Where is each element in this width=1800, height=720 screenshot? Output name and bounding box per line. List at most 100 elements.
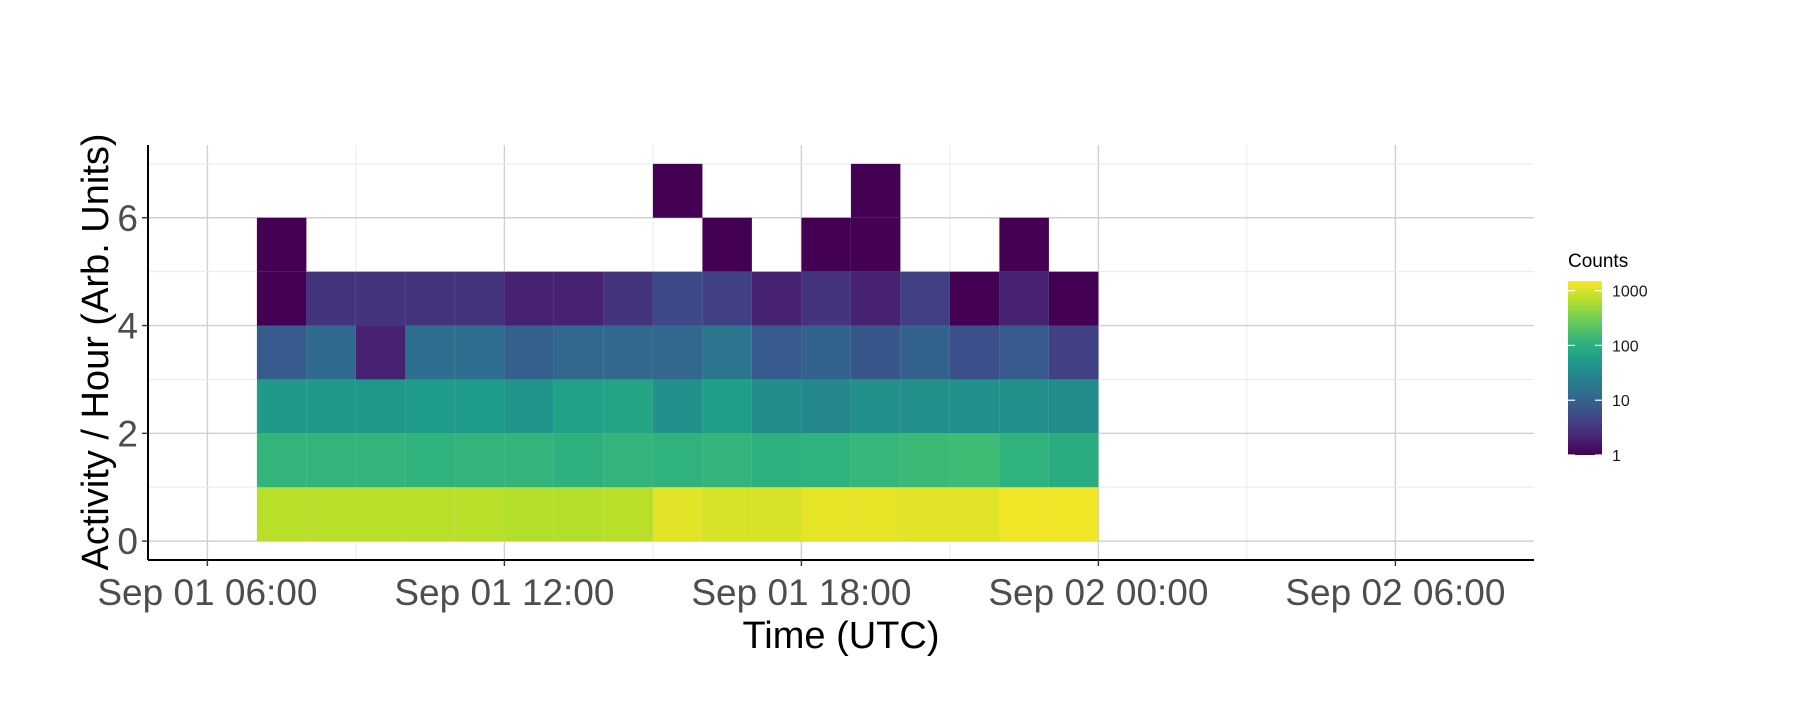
heatmap-tile (355, 379, 406, 434)
heatmap-tile (355, 325, 406, 380)
heatmap-tile (256, 325, 307, 380)
heatmap-tile (949, 487, 1000, 542)
heatmap-tile (454, 325, 505, 380)
heatmap-tile (306, 325, 356, 380)
x-tick-label: Sep 02 06:00 (1285, 572, 1505, 613)
heatmap-tile (454, 271, 505, 326)
heatmap-tile (405, 379, 455, 434)
heatmap-tile (900, 487, 950, 542)
heatmap-tile (1048, 271, 1099, 326)
x-tick-label: Sep 02 00:00 (988, 572, 1208, 613)
heatmap-tile (850, 325, 901, 380)
heatmap-tile (949, 271, 1000, 326)
heatmap-tile (702, 271, 752, 326)
heatmap-tile (900, 271, 950, 326)
heatmap-tile (801, 487, 851, 542)
heatmap-tile (751, 325, 802, 380)
y-ticks: 0 2 4 6 (117, 198, 148, 562)
heatmap-tile (256, 379, 307, 434)
heatmap-tile (652, 487, 703, 542)
heatmap-tile (652, 163, 703, 218)
heatmap-tile (900, 325, 950, 380)
heatmap-tile (702, 325, 752, 380)
heatmap-tile (949, 433, 1000, 488)
legend-ticks: 1000 100 10 1 (1568, 284, 1648, 465)
heatmap-tile (603, 379, 653, 434)
heatmap-tile (553, 325, 604, 380)
y-axis-title: Activity / Hour (Arb. Units) (75, 133, 117, 570)
heatmap-tile (603, 433, 653, 488)
heatmap-tile (553, 433, 604, 488)
y-tick-label: 2 (117, 413, 138, 454)
legend: Counts 1000 100 10 1 (1568, 251, 1648, 465)
heatmap-tile (504, 487, 554, 542)
heatmap-tile (306, 379, 356, 434)
heatmap-tile (355, 271, 406, 326)
heatmap-tile (652, 271, 703, 326)
heatmap-tile (801, 379, 851, 434)
heatmap-tile (454, 379, 505, 434)
legend-colorbar (1568, 281, 1602, 455)
heatmap-tile (900, 433, 950, 488)
legend-label: 10 (1612, 393, 1630, 410)
heatmap-tile (949, 379, 1000, 434)
heatmap-tile (751, 487, 802, 542)
heatmap-tile (850, 433, 901, 488)
heatmap-tile (652, 433, 703, 488)
heatmap-tile (553, 271, 604, 326)
heatmap-tile (751, 433, 802, 488)
heatmap-tile (1048, 433, 1099, 488)
heatmap-tile (751, 379, 802, 434)
x-tick-label: Sep 01 06:00 (97, 572, 317, 613)
legend-label: 100 (1612, 338, 1639, 355)
x-ticks: Sep 01 06:00 Sep 01 12:00 Sep 01 18:00 Sep … (97, 560, 1505, 613)
legend-title: Counts (1568, 251, 1628, 272)
x-tick-label: Sep 01 18:00 (691, 572, 911, 613)
heatmap-tile (256, 487, 307, 542)
heatmap-tile (850, 487, 901, 542)
heatmap-tile (256, 271, 307, 326)
heatmap-tile (603, 487, 653, 542)
heatmap-tile (801, 325, 851, 380)
heatmap-tile (702, 433, 752, 488)
heatmap-tile (306, 487, 356, 542)
heatmap-tile (900, 379, 950, 434)
heatmap-tile (850, 163, 901, 218)
heatmap-tile (306, 271, 356, 326)
heatmap-tile (751, 271, 802, 326)
x-axis-title: Time (UTC) (743, 615, 940, 657)
heatmap-tile (999, 271, 1049, 326)
heatmap-tile (454, 433, 505, 488)
y-tick-label: 0 (117, 521, 138, 562)
heatmap-tile (1048, 379, 1099, 434)
heatmap-tile (999, 379, 1049, 434)
heatmap-tile (603, 271, 653, 326)
heatmap-tile (702, 487, 752, 542)
heatmap-tile (999, 433, 1049, 488)
heatmap-tile (355, 433, 406, 488)
heatmap-tile (603, 325, 653, 380)
heatmap-tile (553, 379, 604, 434)
heatmap-tile (999, 325, 1049, 380)
y-tick-label: 6 (117, 198, 138, 239)
heatmap-tile (256, 217, 307, 272)
heatmap-tile (355, 487, 406, 542)
heatmap-tile (949, 325, 1000, 380)
heatmap-tile (405, 325, 455, 380)
heatmap-tile (702, 217, 752, 272)
legend-label: 1 (1612, 448, 1621, 465)
heatmap-tile (405, 433, 455, 488)
heatmap-tile (652, 325, 703, 380)
heatmap-tile (504, 325, 554, 380)
heatmap-tile (702, 379, 752, 434)
axes (147, 145, 1534, 561)
x-tick-label: Sep 01 12:00 (394, 572, 614, 613)
heatmap-tile (504, 271, 554, 326)
y-tick-label: 4 (117, 306, 138, 347)
heatmap-tile (504, 379, 554, 434)
heatmap-tiles (256, 163, 1099, 542)
heatmap-tile (504, 433, 554, 488)
heatmap-tile (454, 487, 505, 542)
heatmap-tile (801, 271, 851, 326)
